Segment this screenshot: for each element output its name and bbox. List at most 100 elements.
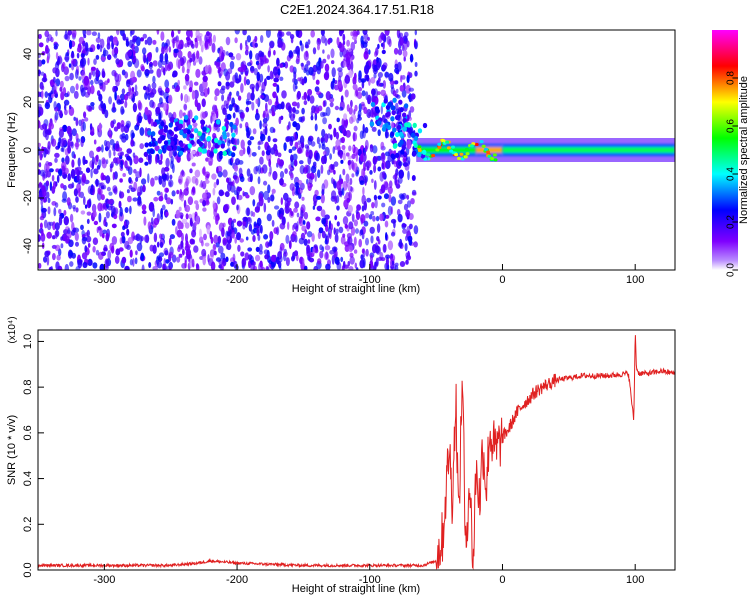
spectrogram-noise-cell: [140, 236, 144, 242]
spectrogram-noise-cell: [54, 152, 60, 158]
spectrogram-noise-cell: [47, 197, 51, 203]
spectrogram-noise-cell: [81, 252, 88, 260]
spectrogram-noise-cell: [38, 42, 44, 48]
spectrogram-noise-cell: [64, 235, 70, 244]
spectrogram-noise-cell: [263, 180, 268, 186]
spectrogram-noise-cell: [107, 78, 110, 83]
spectral-blob-cell: [200, 134, 205, 140]
spectrogram-noise-cell: [105, 211, 110, 219]
spectrogram-y-axis-label: Frequency (Hz): [6, 112, 18, 188]
spectrogram-noise-cell: [383, 193, 390, 200]
spectrogram-noise-cell: [252, 199, 256, 207]
spectrogram-noise-cell: [132, 102, 137, 113]
spectrogram-noise-cell: [129, 259, 133, 266]
spectral-blob-cell: [413, 142, 418, 149]
spectrogram-noise-cell: [362, 41, 368, 49]
spectrogram-noise-cell: [236, 204, 239, 211]
spectrogram-noise-cell: [383, 243, 387, 253]
spectrogram-noise-cell: [195, 215, 200, 225]
spectrogram-noise-cell: [132, 258, 135, 267]
spectrogram-noise-cell: [400, 74, 403, 83]
spectrogram-noise-cell: [330, 163, 333, 170]
spectrogram-noise-cell: [70, 52, 75, 59]
spectrogram-noise-cell: [399, 85, 404, 92]
spectrogram-noise-cell: [246, 92, 252, 101]
spectrogram-noise-cell: [392, 160, 398, 165]
spectrogram-noise-cell: [71, 229, 76, 236]
spectrogram-noise-cell: [194, 37, 198, 43]
spectrogram-x-ticks: -300 -200 -100 0 100: [93, 264, 644, 286]
spectrogram-noise-cell: [164, 166, 170, 172]
carrier-onset-cell: [450, 145, 455, 149]
spectrogram-noise-cell: [114, 71, 117, 78]
spectrogram-noise-cell: [303, 211, 309, 220]
spectral-blob-cell: [402, 117, 407, 124]
spectrogram-noise-cell: [56, 254, 61, 261]
spectrogram-noise-cell: [91, 105, 95, 110]
spectrogram-noise-cell: [63, 209, 67, 216]
spectrogram-noise-cell: [310, 141, 316, 147]
spectrogram-noise-cell: [148, 155, 152, 165]
spectral-blob-cell: [375, 108, 380, 114]
spectrogram-noise-cell: [407, 235, 413, 243]
spectrogram-noise-cell: [115, 58, 120, 65]
spectrogram-noise-cell: [67, 145, 71, 154]
spectrogram-noise-cell: [71, 58, 77, 65]
spectrogram-noise-cell: [296, 55, 301, 63]
spectrogram-noise-cell: [244, 121, 249, 129]
spectrogram-noise-cell: [310, 165, 317, 174]
spectrogram-noise-cell: [129, 39, 133, 49]
spectrogram-noise-cell: [187, 51, 192, 59]
spectrogram-noise-cell: [126, 165, 130, 170]
spectrogram-noise-cell: [155, 106, 161, 115]
spectrogram-noise-cell: [130, 30, 135, 35]
spectrogram-noise-cell: [265, 30, 271, 38]
spectrogram-noise-cell: [306, 60, 311, 66]
spectral-blob-cell: [401, 145, 407, 151]
spectrogram-noise-cell: [271, 219, 275, 227]
spectrogram-noise-cell: [297, 77, 302, 82]
spectrogram-noise-cell: [235, 105, 240, 113]
spectrogram-noise-cell: [38, 234, 41, 242]
spectrogram-noise-cell: [79, 191, 85, 199]
spectrogram-noise-cell: [94, 155, 98, 166]
spectrogram-noise-cell: [172, 38, 175, 49]
colorbar-gradient: [712, 30, 738, 270]
spectrogram-noise-cell: [93, 220, 99, 226]
spectrogram-noise-cell: [55, 30, 58, 37]
spectrogram-noise-cell: [317, 169, 321, 179]
carrier-core: [502, 147, 675, 153]
spectrogram-noise-cell: [177, 79, 180, 86]
spectrogram-noise-cell: [202, 75, 208, 83]
spectrogram-noise-cell: [259, 73, 264, 83]
spectral-blob-cell: [213, 148, 218, 154]
y-tick-label: 0.8: [22, 379, 34, 394]
spectrogram-noise-cell: [106, 186, 111, 192]
spectrogram-noise-cell: [95, 249, 100, 256]
spectrogram-noise-cell: [217, 235, 221, 244]
spectrogram-noise-cell: [75, 117, 79, 127]
spectrogram-noise-cell: [110, 161, 114, 168]
spectrogram-noise-cell: [369, 226, 375, 234]
spectrogram-noise-cell: [414, 62, 418, 67]
spectrogram-noise-cell: [212, 105, 217, 112]
spectrogram-noise-cell: [42, 123, 48, 130]
spectrogram-noise-cell: [260, 133, 266, 142]
spectrogram-noise-cell: [112, 85, 117, 93]
carrier-onset-cell: [431, 153, 436, 158]
spectrogram-noise-cell: [65, 155, 70, 165]
spectrogram-noise-cell: [329, 153, 332, 160]
spectrogram-noise-cell: [345, 152, 350, 157]
spectrogram-noise-cell: [191, 258, 195, 268]
carrier-onset-cell: [459, 152, 464, 156]
spectrogram-noise-cell: [359, 130, 364, 140]
spectrogram-noise-cell: [291, 255, 295, 262]
spectrogram-noise-cell: [336, 117, 340, 123]
spectrogram-noise-cell: [147, 52, 152, 62]
spectrogram-noise-cell: [321, 183, 325, 193]
spectrogram-noise-cell: [211, 173, 217, 180]
spectrogram-noise-cell: [319, 61, 324, 69]
spectrogram-noise-cell: [364, 64, 369, 75]
spectrogram-noise-cell: [280, 197, 283, 206]
spectrogram-noise-cell: [357, 87, 363, 92]
